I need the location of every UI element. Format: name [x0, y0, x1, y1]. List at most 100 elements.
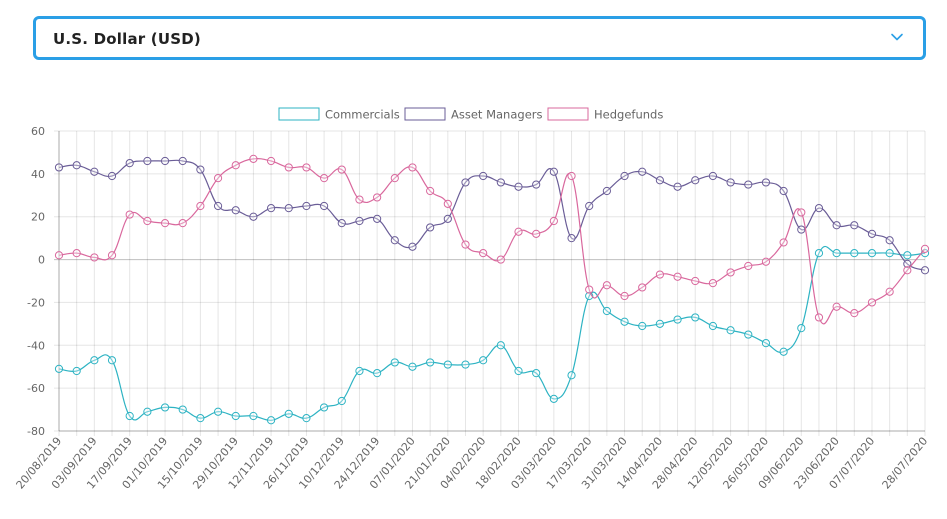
data-point	[54, 163, 64, 172]
data-point	[373, 369, 382, 378]
y-tick-label: 40	[31, 168, 45, 181]
data-point	[832, 221, 841, 230]
data-point	[903, 251, 912, 260]
data-point	[337, 396, 346, 406]
data-point	[408, 242, 417, 251]
data-point	[390, 174, 399, 183]
data-point	[779, 238, 788, 247]
data-point	[885, 249, 894, 258]
data-point	[691, 313, 700, 322]
data-point	[426, 186, 435, 196]
data-point	[549, 216, 558, 226]
data-point	[514, 227, 523, 236]
data-point	[903, 259, 912, 268]
data-point	[903, 266, 912, 275]
data-point	[567, 371, 576, 380]
data-point	[673, 182, 682, 191]
y-tick-label: 0	[38, 254, 45, 267]
data-point	[885, 287, 894, 296]
data-point	[160, 403, 170, 412]
series-commercials	[54, 245, 930, 425]
data-point	[532, 180, 541, 189]
data-point	[920, 244, 930, 253]
data-point	[814, 204, 824, 213]
data-point	[426, 223, 435, 232]
data-point	[496, 255, 505, 264]
x-tick-label: 28/07/2020	[880, 435, 931, 492]
legend-item-commercials[interactable]: Commercials	[278, 107, 400, 122]
data-point	[302, 163, 311, 172]
data-point	[708, 171, 718, 181]
data-point	[585, 285, 594, 294]
data-point	[797, 208, 806, 217]
currency-select-value: U.S. Dollar (USD)	[53, 30, 201, 48]
data-point	[638, 167, 647, 176]
y-tick-label: -80	[27, 425, 45, 438]
data-point	[90, 167, 99, 176]
data-point	[54, 364, 64, 373]
data-point	[125, 159, 134, 168]
y-tick-label: -20	[27, 296, 45, 309]
data-point	[160, 156, 170, 166]
data-point	[779, 347, 788, 356]
line-chart: 6040200-20-40-60-8020/08/201903/09/20191…	[14, 107, 931, 492]
data-point	[143, 156, 152, 166]
grid	[54, 130, 926, 436]
data-point	[461, 360, 470, 369]
data-point	[160, 219, 170, 228]
data-point	[602, 186, 611, 196]
data-point	[691, 176, 700, 185]
data-point	[761, 257, 771, 266]
data-point	[708, 279, 718, 288]
data-point	[673, 315, 682, 324]
data-point	[143, 216, 152, 226]
data-point	[426, 358, 435, 367]
data-point	[443, 199, 452, 208]
data-point	[125, 210, 134, 219]
data-point	[90, 356, 99, 365]
data-point	[532, 369, 541, 378]
y-tick-label: 20	[31, 211, 45, 224]
data-point	[638, 321, 647, 331]
data-point	[708, 321, 718, 331]
data-point	[832, 302, 841, 311]
data-point	[673, 272, 682, 281]
data-point	[54, 251, 64, 260]
data-point	[496, 178, 505, 187]
data-point	[196, 414, 205, 423]
currency-select[interactable]: U.S. Dollar (USD)	[33, 16, 926, 60]
legend-swatch	[278, 107, 320, 121]
legend-swatch	[404, 107, 446, 121]
data-point	[850, 221, 859, 230]
data-point	[266, 416, 276, 425]
data-point	[213, 201, 223, 211]
data-point	[885, 236, 894, 245]
data-point	[302, 201, 311, 211]
data-point	[479, 249, 488, 258]
data-point	[744, 261, 753, 271]
data-point	[655, 270, 664, 279]
data-point	[390, 236, 399, 245]
data-point	[231, 411, 240, 421]
data-point	[390, 358, 399, 367]
data-point	[567, 171, 576, 181]
data-point	[337, 165, 346, 174]
data-point	[620, 317, 629, 326]
data-point	[90, 253, 99, 262]
data-point	[443, 360, 452, 369]
legend-label: Commercials	[325, 108, 400, 122]
data-point	[107, 171, 117, 181]
data-point	[72, 161, 81, 170]
legend-item-hedgefunds[interactable]: Hedgefunds	[547, 107, 663, 122]
data-point	[514, 182, 523, 191]
data-point	[266, 204, 276, 213]
data-point	[355, 195, 364, 204]
data-point	[638, 283, 647, 292]
data-point	[620, 171, 629, 181]
legend-label: Hedgefunds	[594, 108, 663, 122]
data-point	[602, 306, 611, 316]
data-point	[178, 156, 187, 166]
data-point	[408, 362, 417, 371]
legend-label: Asset Managers	[451, 108, 543, 122]
legend-item-asset-managers[interactable]: Asset Managers	[404, 107, 543, 122]
